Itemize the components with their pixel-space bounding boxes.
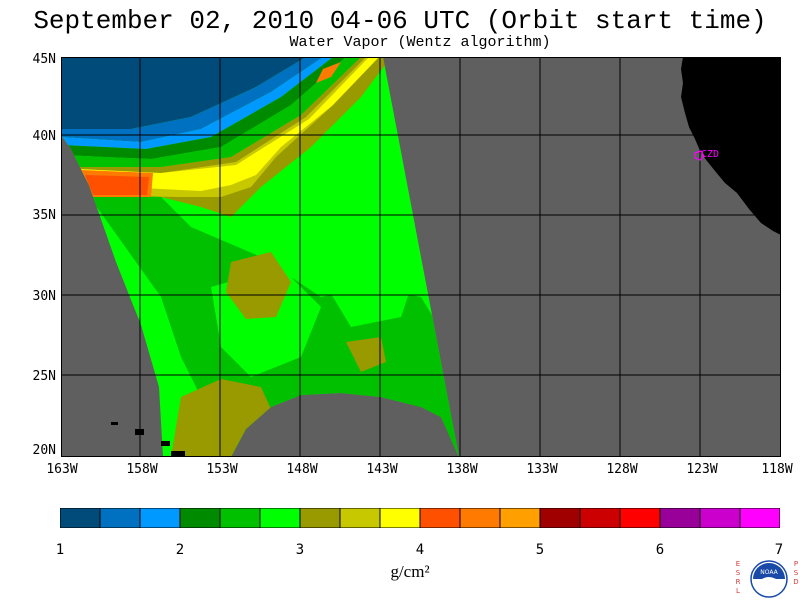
water-vapor-swath: [61, 57, 459, 457]
swath-band-red-orange: [85, 175, 149, 195]
colorbar-swatch: [259, 508, 301, 528]
colorbar-swatch: [379, 508, 421, 528]
colorbar-label-1: 1: [55, 542, 65, 558]
colorbar-label-4: 4: [415, 542, 425, 558]
colorbar-swatch: [699, 508, 741, 528]
colorbar-swatch: [659, 508, 701, 528]
esrl-letters: E S R L: [734, 560, 742, 596]
lat-label-20n: 20N: [32, 443, 56, 458]
colorbar-swatch: [459, 508, 501, 528]
colorbar-swatch: [299, 508, 341, 528]
swath-patch-olive-east: [346, 337, 386, 372]
lat-label-30n: 30N: [32, 289, 56, 304]
seal-lettering: NOAA: [760, 569, 778, 576]
lon-label-133w: 133W: [526, 462, 558, 477]
noaa-seal-icon: NOAA: [750, 560, 788, 598]
island-kauai: [111, 422, 118, 425]
lon-label-138w: 138W: [446, 462, 478, 477]
lat-label-25n: 25N: [32, 369, 56, 384]
map-subtitle: Water Vapor (Wentz algorithm): [289, 34, 551, 51]
lon-label-148w: 148W: [286, 462, 318, 477]
colorbar-swatch: [60, 508, 101, 528]
island-big-island: [171, 451, 185, 457]
swath-patch-green-east: [321, 207, 421, 327]
lat-lon-grid: [61, 57, 781, 457]
colorbar-swatch: [139, 508, 181, 528]
map-frame: [61, 57, 781, 457]
colorbar-swatch: [419, 508, 461, 528]
swath-streak-orange: [316, 62, 341, 83]
swath-band-light-blue: [61, 57, 333, 149]
lon-label-123w: 123W: [686, 462, 718, 477]
station-label: CZD: [701, 149, 719, 160]
swath-band-moist-north: [61, 57, 361, 167]
logo-letter: S: [735, 569, 741, 577]
swath-band-blue-dark: [61, 57, 306, 129]
swath-patch-olive-south: [171, 379, 271, 457]
logo-letter: D: [793, 578, 799, 586]
colorbar-label-5: 5: [535, 542, 545, 558]
lat-label-45n: 45N: [32, 52, 56, 67]
lon-label-163w: 163W: [46, 462, 78, 477]
colorbar-label-6: 6: [655, 542, 665, 558]
colorbar-swatch: [179, 508, 221, 528]
logo-letter: S: [793, 569, 799, 577]
logo-letter: L: [736, 587, 740, 595]
lon-label-158w: 158W: [126, 462, 158, 477]
station-marker: [694, 150, 705, 161]
lon-label-118w: 118W: [761, 462, 793, 477]
colorbar-swatch: [499, 508, 541, 528]
lon-label-153w: 153W: [206, 462, 238, 477]
colorbar-swatch: [739, 508, 780, 528]
coastline-land: [681, 57, 781, 235]
swath-patch-olive-center: [226, 252, 291, 319]
logo-letter: E: [735, 560, 741, 568]
swath-band-blue: [61, 57, 323, 142]
color-scale-bar: [60, 508, 780, 528]
colorbar-swatch: [99, 508, 141, 528]
colorbar-swatch: [539, 508, 581, 528]
island-maui: [161, 441, 170, 446]
colorbar-swatch: [579, 508, 621, 528]
lon-label-128w: 128W: [606, 462, 638, 477]
lon-label-143w: 143W: [366, 462, 398, 477]
noaa-logo: E S R L NOAA P S D: [734, 560, 800, 598]
colorbar-label-2: 2: [175, 542, 185, 558]
colorbar-label-7: 7: [774, 542, 784, 558]
psd-letters: P S D: [792, 560, 800, 587]
water-vapor-map: CZD: [61, 57, 781, 457]
colorbar-swatch: [619, 508, 661, 528]
swath-band-green-north: [61, 57, 346, 159]
lat-label-40n: 40N: [32, 129, 56, 144]
logo-letter: P: [793, 560, 799, 568]
units-label: g/cm²: [390, 562, 430, 581]
map-title: September 02, 2010 04-06 UTC (Orbit star…: [33, 6, 767, 36]
colorbar-label-3: 3: [295, 542, 305, 558]
colorbar-swatch: [219, 508, 261, 528]
logo-letter: R: [735, 578, 741, 586]
lat-label-35n: 35N: [32, 208, 56, 223]
colorbar-swatch: [339, 508, 381, 528]
